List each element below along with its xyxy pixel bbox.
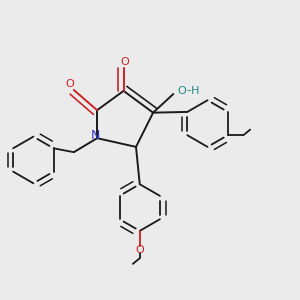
Text: O: O <box>178 86 186 96</box>
Text: H: H <box>190 86 199 96</box>
Text: O: O <box>66 80 74 89</box>
Text: -: - <box>186 84 191 98</box>
Text: O: O <box>120 57 129 67</box>
Text: N: N <box>91 129 101 142</box>
Text: O: O <box>135 245 144 255</box>
